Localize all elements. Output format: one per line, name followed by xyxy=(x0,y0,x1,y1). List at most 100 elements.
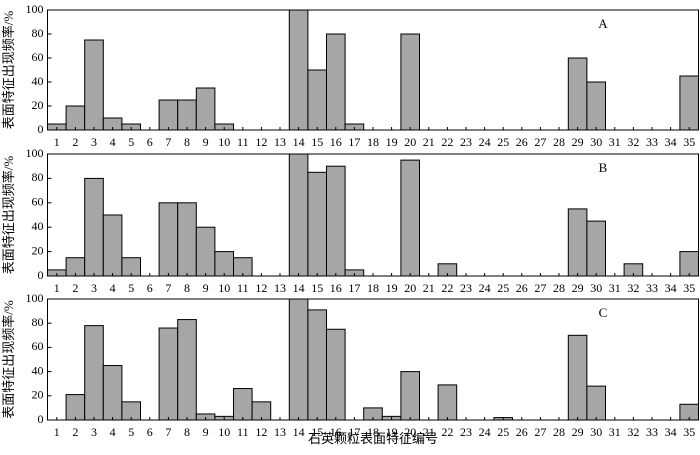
x-tick-label: 20 xyxy=(404,135,416,149)
bar xyxy=(158,327,179,421)
x-tick-label: 13 xyxy=(274,135,286,149)
bar xyxy=(567,334,588,421)
x-tick-label: 20 xyxy=(404,281,416,295)
y-axis-label: 表面特征出现频率/% xyxy=(1,300,16,419)
y-tick-label: 80 xyxy=(32,170,44,184)
panel-label: B xyxy=(599,160,608,175)
x-tick-label: 32 xyxy=(627,425,639,439)
y-tick-label: 20 xyxy=(32,98,44,112)
x-tick-label: 26 xyxy=(516,135,528,149)
x-tick-label: 19 xyxy=(386,425,398,439)
x-tick-label: 25 xyxy=(497,281,509,295)
x-tick-label: 4 xyxy=(110,135,116,149)
x-tick-label: 5 xyxy=(128,281,134,295)
x-tick-label: 19 xyxy=(386,135,398,149)
bar xyxy=(102,365,123,421)
bar xyxy=(102,214,123,277)
bar xyxy=(288,298,309,421)
bar xyxy=(326,33,346,131)
x-tick-label: 7 xyxy=(165,425,171,439)
plot-frame xyxy=(47,9,699,131)
x-tick-label: 2 xyxy=(72,425,78,439)
bar xyxy=(288,9,309,131)
bar xyxy=(586,81,607,131)
x-tick-label: 22 xyxy=(441,425,453,439)
x-tick-label: 26 xyxy=(516,425,528,439)
bar xyxy=(84,177,104,277)
x-tick-label: 35 xyxy=(683,281,695,295)
x-tick-label: 31 xyxy=(609,425,621,439)
bar xyxy=(679,75,700,131)
bar xyxy=(567,208,588,277)
bar xyxy=(195,226,216,277)
x-tick-label: 17 xyxy=(348,135,360,149)
bar xyxy=(326,328,346,421)
bar xyxy=(65,394,86,421)
plot-frame xyxy=(47,153,699,277)
y-tick-label: 80 xyxy=(32,315,44,329)
y-tick-label: 100 xyxy=(26,291,44,305)
x-tick-label: 33 xyxy=(646,425,658,439)
x-tick-label: 24 xyxy=(479,135,491,149)
x-tick-label: 6 xyxy=(147,281,153,295)
x-tick-label: 1 xyxy=(54,135,60,149)
x-tick-label: 31 xyxy=(609,281,621,295)
x-tick-label: 16 xyxy=(330,281,342,295)
x-tick-label: 17 xyxy=(348,425,360,439)
y-tick-label: 20 xyxy=(32,243,44,257)
x-tick-label: 3 xyxy=(91,135,97,149)
x-tick-label: 10 xyxy=(218,135,230,149)
bar xyxy=(84,325,104,421)
x-tick-label: 27 xyxy=(534,281,546,295)
x-tick-label: 27 xyxy=(534,425,546,439)
x-tick-label: 6 xyxy=(147,425,153,439)
x-tick-label: 8 xyxy=(184,425,190,439)
x-tick-label: 5 xyxy=(128,425,134,439)
x-tick-label: 21 xyxy=(423,135,435,149)
x-tick-label: 24 xyxy=(479,281,491,295)
x-tick-label: 18 xyxy=(367,135,379,149)
x-tick-label: 35 xyxy=(683,425,695,439)
x-tick-label: 26 xyxy=(516,281,528,295)
panel-label: C xyxy=(599,305,608,320)
bar xyxy=(233,388,253,421)
x-tick-label: 18 xyxy=(367,425,379,439)
x-tick-label: 22 xyxy=(441,135,453,149)
x-tick-label: 24 xyxy=(479,425,491,439)
bar xyxy=(177,319,197,421)
x-tick-label: 14 xyxy=(293,281,305,295)
bar xyxy=(195,87,216,131)
bar xyxy=(326,165,346,277)
bar xyxy=(158,202,179,277)
y-tick-label: 80 xyxy=(32,26,44,40)
x-tick-label: 29 xyxy=(572,135,584,149)
x-tick-label: 12 xyxy=(255,425,267,439)
x-tick-label: 7 xyxy=(165,281,171,295)
x-tick-label: 29 xyxy=(572,425,584,439)
x-tick-label: 13 xyxy=(274,281,286,295)
bar xyxy=(679,251,700,277)
bar xyxy=(158,99,179,131)
x-tick-label: 23 xyxy=(460,425,472,439)
x-tick-label: 28 xyxy=(553,425,565,439)
x-tick-label: 32 xyxy=(627,281,639,295)
x-tick-label: 2 xyxy=(72,135,78,149)
bar xyxy=(177,99,197,131)
x-tick-label: 15 xyxy=(311,281,323,295)
x-tick-label: 18 xyxy=(367,281,379,295)
bar xyxy=(307,171,327,277)
x-tick-label: 11 xyxy=(237,281,249,295)
x-tick-label: 16 xyxy=(330,135,342,149)
x-tick-label: 25 xyxy=(497,425,509,439)
x-tick-label: 11 xyxy=(237,425,249,439)
x-tick-label: 19 xyxy=(386,281,398,295)
y-tick-label: 0 xyxy=(38,122,44,136)
x-tick-label: 23 xyxy=(460,135,472,149)
x-tick-label: 13 xyxy=(274,425,286,439)
x-tick-label: 10 xyxy=(218,425,230,439)
x-tick-label: 10 xyxy=(218,281,230,295)
bar xyxy=(307,309,327,421)
x-tick-label: 12 xyxy=(255,135,267,149)
bar xyxy=(586,220,607,277)
x-tick-label: 9 xyxy=(203,425,209,439)
